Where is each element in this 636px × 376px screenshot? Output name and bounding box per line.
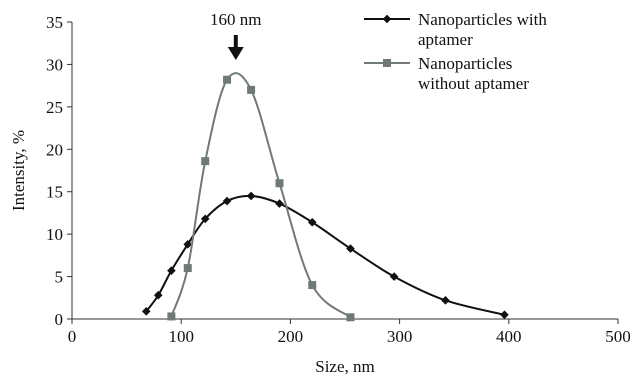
series-1-point (275, 199, 284, 208)
series-layer (141, 72, 509, 322)
y-axis-title: Intensity, % (9, 130, 28, 211)
annotation-layer: 160 nm (210, 10, 262, 60)
series-1-point (200, 214, 210, 224)
series-1-point (141, 307, 151, 316)
series-1-point (500, 310, 509, 320)
x-tick-label: 0 (68, 327, 77, 346)
series-1-point (389, 272, 399, 281)
series-1-point (183, 240, 193, 249)
y-tick-label: 30 (46, 55, 63, 74)
series-2-point (201, 157, 210, 166)
series-1-point (346, 244, 355, 253)
series-1-point (153, 290, 163, 300)
series-1-point (222, 196, 232, 206)
series-2-point (247, 85, 256, 94)
legend-swatch-marker (382, 14, 392, 24)
series-1-point (246, 191, 256, 201)
legend-label: Nanoparticles with aptamer (418, 10, 547, 49)
legend-item-1: Nanoparticles with aptamer (364, 10, 547, 49)
series-1-point (307, 217, 317, 227)
series-2-point (308, 281, 317, 290)
y-tick-label: 35 (46, 13, 63, 32)
y-tick-label: 25 (46, 98, 63, 117)
series-2-line (170, 72, 352, 319)
series-1-point (441, 296, 450, 305)
annotation-label: 160 nm (210, 10, 261, 29)
x-tick-label: 300 (387, 327, 413, 346)
series-2-point (223, 75, 232, 84)
series-2-point (183, 264, 192, 273)
series-1-point (167, 266, 176, 275)
series-2 (167, 72, 355, 322)
x-tick-label: 200 (278, 327, 304, 346)
series-1-line (145, 194, 505, 316)
legend: Nanoparticles with aptamer Nanoparticles wi… (364, 10, 547, 93)
legend-swatch-marker (383, 59, 391, 67)
y-tick-label: 10 (46, 225, 63, 244)
legend-item-2: Nanoparticles without aptamer (364, 54, 529, 93)
x-tick-label: 500 (605, 327, 631, 346)
y-tick-label: 15 (46, 183, 63, 202)
x-tick-label: 400 (496, 327, 522, 346)
x-axis-title: Size, nm (315, 357, 375, 376)
axes (71, 22, 618, 320)
y-tick-label: 0 (55, 310, 64, 329)
y-tick-label: 5 (55, 268, 64, 287)
x-tick-label: 100 (168, 327, 194, 346)
series-2-point (275, 179, 284, 188)
series-2-point (346, 313, 355, 322)
series-1 (141, 191, 509, 320)
series-2-point (167, 312, 176, 321)
legend-label: Nanoparticles without aptamer (418, 54, 529, 93)
y-tick-label: 20 (46, 140, 63, 159)
annotation-arrow-head (227, 47, 244, 60)
ticks: 0 5 10 15 20 25 30 35 0 100 200 300 400 500 (46, 13, 631, 346)
